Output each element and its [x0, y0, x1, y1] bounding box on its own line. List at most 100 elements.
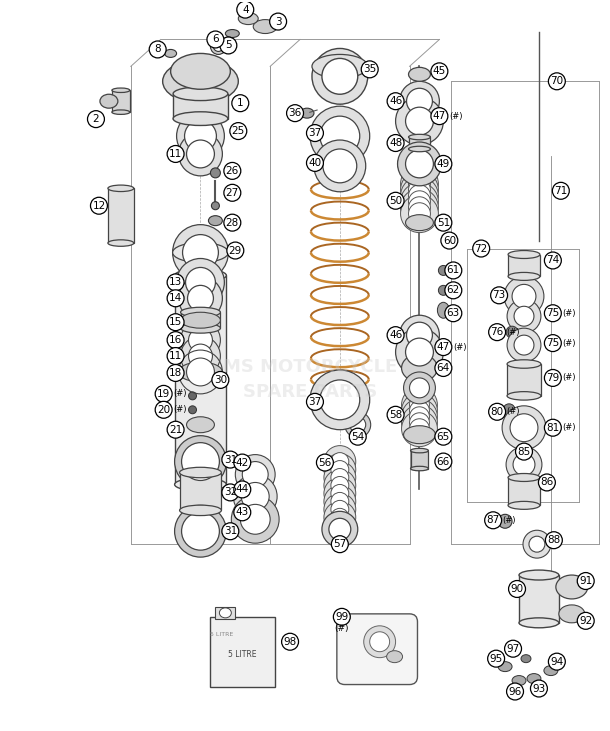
Circle shape: [227, 242, 244, 259]
Circle shape: [431, 107, 448, 124]
Bar: [508, 254, 540, 276]
Text: 54: 54: [351, 432, 364, 442]
Text: 92: 92: [579, 616, 592, 626]
Circle shape: [364, 626, 396, 658]
Text: 20: 20: [157, 405, 170, 414]
Circle shape: [235, 455, 275, 494]
Circle shape: [506, 683, 523, 700]
Ellipse shape: [212, 202, 220, 210]
Text: 1: 1: [237, 98, 243, 108]
Circle shape: [329, 518, 351, 540]
Ellipse shape: [409, 67, 431, 81]
Ellipse shape: [173, 87, 228, 101]
Text: (#): (#): [173, 405, 187, 414]
Circle shape: [167, 290, 184, 307]
Bar: [210, 617, 275, 686]
Ellipse shape: [300, 108, 314, 118]
Text: 31: 31: [224, 526, 237, 537]
Text: 73: 73: [492, 290, 506, 300]
Ellipse shape: [387, 651, 403, 662]
Text: 16: 16: [169, 335, 182, 345]
Circle shape: [167, 421, 184, 438]
Text: (#): (#): [562, 374, 576, 382]
Ellipse shape: [521, 655, 531, 662]
Ellipse shape: [519, 570, 559, 580]
Text: 5 LITRE: 5 LITRE: [228, 650, 257, 659]
Circle shape: [435, 338, 452, 355]
Text: 63: 63: [447, 308, 460, 318]
Text: 65: 65: [437, 432, 450, 442]
Circle shape: [331, 501, 349, 518]
Circle shape: [577, 572, 594, 589]
Text: (#): (#): [506, 327, 520, 337]
Circle shape: [240, 504, 270, 534]
Ellipse shape: [112, 110, 130, 114]
Ellipse shape: [409, 135, 431, 140]
Text: 43: 43: [235, 507, 249, 518]
Text: 61: 61: [447, 265, 460, 276]
Text: 5 LITRE: 5 LITRE: [210, 632, 234, 637]
Ellipse shape: [188, 406, 196, 414]
Ellipse shape: [239, 12, 258, 25]
Circle shape: [401, 189, 439, 227]
Text: 64: 64: [437, 363, 450, 373]
Circle shape: [222, 523, 239, 539]
Circle shape: [409, 202, 431, 224]
Circle shape: [324, 454, 356, 485]
Ellipse shape: [179, 362, 223, 382]
Text: 71: 71: [554, 186, 567, 196]
Text: 88: 88: [547, 535, 561, 545]
Ellipse shape: [174, 269, 226, 282]
Text: 62: 62: [447, 285, 460, 295]
Ellipse shape: [225, 29, 239, 37]
Text: 49: 49: [437, 159, 450, 169]
Circle shape: [306, 154, 323, 171]
Circle shape: [490, 287, 508, 304]
Circle shape: [510, 414, 538, 442]
Ellipse shape: [179, 505, 221, 515]
Text: 37: 37: [308, 128, 321, 138]
Circle shape: [314, 140, 366, 192]
Circle shape: [409, 401, 429, 421]
Ellipse shape: [181, 312, 220, 328]
Ellipse shape: [404, 425, 436, 444]
Bar: [507, 364, 541, 396]
Circle shape: [242, 482, 269, 510]
Circle shape: [504, 640, 522, 657]
Ellipse shape: [187, 417, 214, 433]
Text: 70: 70: [550, 76, 564, 86]
Text: 66: 66: [437, 457, 450, 466]
Ellipse shape: [508, 474, 540, 482]
Circle shape: [167, 314, 184, 330]
Ellipse shape: [210, 168, 220, 178]
Circle shape: [523, 530, 551, 558]
Circle shape: [409, 413, 429, 433]
Circle shape: [179, 132, 223, 176]
Circle shape: [87, 110, 104, 128]
Ellipse shape: [401, 354, 437, 382]
Circle shape: [234, 454, 251, 471]
Text: 96: 96: [508, 686, 522, 697]
Circle shape: [361, 61, 378, 77]
Circle shape: [544, 305, 561, 322]
Text: 72: 72: [475, 243, 488, 254]
Circle shape: [400, 315, 439, 355]
Circle shape: [401, 405, 437, 441]
Text: 87: 87: [487, 515, 500, 526]
Text: 97: 97: [506, 644, 520, 654]
Circle shape: [401, 393, 437, 428]
Circle shape: [320, 116, 360, 156]
Circle shape: [222, 451, 239, 468]
Ellipse shape: [100, 94, 118, 108]
Ellipse shape: [181, 323, 220, 333]
Ellipse shape: [507, 392, 541, 400]
Circle shape: [406, 150, 434, 178]
Text: 86: 86: [540, 477, 553, 488]
Circle shape: [167, 332, 184, 349]
Ellipse shape: [512, 675, 526, 686]
Text: 76: 76: [490, 327, 504, 337]
Circle shape: [544, 252, 561, 269]
Circle shape: [409, 197, 431, 219]
Circle shape: [270, 13, 287, 30]
Text: 2: 2: [93, 114, 99, 124]
